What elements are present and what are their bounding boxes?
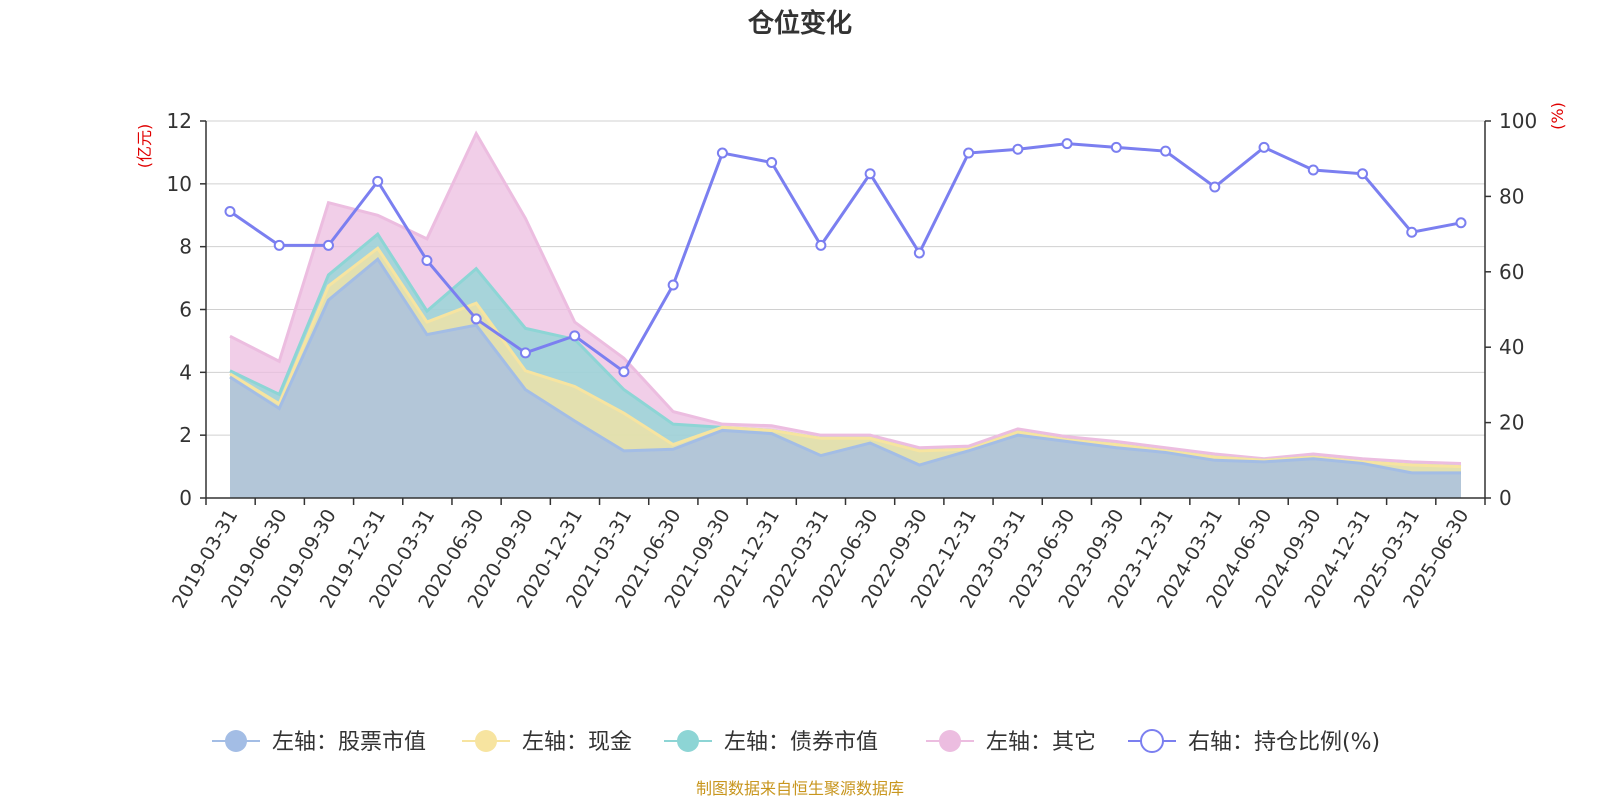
left-tick-label-6: 6	[179, 298, 192, 322]
left-tick-label-2: 2	[179, 423, 192, 447]
right-tick-label-0: 0	[1499, 486, 1512, 510]
ratio-point-2020-03-31	[421, 254, 433, 266]
legend-label: 左轴：其它	[986, 730, 1096, 755]
data-source-note: 制图数据来自恒生聚源数据库	[696, 779, 904, 798]
ratio-point-2022-09-30	[913, 247, 925, 259]
ratio-point-2019-03-31	[224, 205, 236, 217]
right-tick-label-80: 80	[1499, 184, 1524, 208]
legend-swatch-marker	[677, 730, 699, 752]
ratio-point-2024-03-31	[1209, 181, 1221, 193]
ratio-point-2024-06-30	[1258, 141, 1270, 153]
chart-title: 仓位变化	[747, 8, 852, 39]
legend-item-1: 左轴：现金	[462, 730, 632, 755]
ratio-point-2021-03-31	[618, 366, 630, 378]
left-tick-label-8: 8	[179, 235, 192, 259]
ratio-line	[224, 138, 1467, 378]
area-edge-股票市值	[229, 257, 1461, 475]
left-axis-unit: (亿元)	[135, 124, 154, 169]
right-axis-unit: (%)	[1548, 102, 1567, 130]
stacked-areas	[229, 130, 1462, 499]
ratio-point-2025-03-31	[1406, 226, 1418, 238]
legend-item-3: 左轴：其它	[926, 730, 1096, 755]
area-edge-现金	[229, 246, 1462, 469]
ratio-point-2023-03-31	[1012, 143, 1024, 155]
ratio-point-2019-09-30	[322, 239, 334, 251]
ratio-point-2022-12-31	[963, 147, 975, 159]
legend-item-2: 左轴：债券市值	[664, 730, 878, 755]
legend-item-0: 左轴：股票市值	[212, 730, 426, 755]
ratio-point-2020-12-31	[569, 330, 581, 342]
left-tick-label-10: 10	[167, 172, 192, 196]
area-股票市值	[230, 259, 1461, 498]
legend-label: 右轴：持仓比例(%)	[1188, 730, 1380, 755]
ratio-line-path	[229, 142, 1462, 374]
ratio-point-2021-06-30	[667, 279, 679, 291]
legend-swatch-marker	[939, 730, 961, 752]
ratio-point-2025-06-30	[1455, 217, 1467, 229]
ratio-point-2019-12-31	[372, 175, 384, 187]
legend-swatch-marker	[1140, 729, 1164, 753]
legend-label: 左轴：股票市值	[272, 730, 426, 755]
left-tick-label-0: 0	[179, 486, 192, 510]
legend-swatch-marker	[475, 730, 497, 752]
left-tick-label-12: 12	[167, 109, 192, 133]
right-tick-label-100: 100	[1499, 109, 1537, 133]
left-tick-label-4: 4	[179, 360, 192, 384]
ratio-point-2024-09-30	[1307, 164, 1319, 176]
legend: 左轴：股票市值 左轴：现金 左轴：债券市值 左轴：其它 右轴：持仓比例(%)	[212, 729, 1380, 755]
ratio-point-2023-06-30	[1061, 138, 1073, 150]
ratio-point-2021-09-30	[716, 147, 728, 159]
legend-label: 左轴：现金	[522, 730, 632, 755]
ratio-point-2020-06-30	[470, 313, 482, 325]
ratio-point-2019-06-30	[273, 239, 285, 251]
legend-label: 左轴：债券市值	[724, 730, 878, 755]
ratio-point-2022-03-31	[815, 239, 827, 251]
ratio-point-2023-09-30	[1110, 141, 1122, 153]
legend-swatch-marker	[225, 730, 247, 752]
ratio-point-2022-06-30	[864, 168, 876, 180]
ratio-point-2024-12-31	[1357, 168, 1369, 180]
ratio-point-2023-12-31	[1160, 145, 1172, 157]
ratio-point-2021-12-31	[766, 156, 778, 168]
area-edge-其它	[229, 130, 1462, 465]
right-tick-label-60: 60	[1499, 260, 1524, 284]
ratio-point-2020-09-30	[519, 347, 531, 359]
right-tick-label-40: 40	[1499, 335, 1524, 359]
legend-item-4: 右轴：持仓比例(%)	[1128, 729, 1380, 755]
right-tick-label-20: 20	[1499, 411, 1524, 435]
